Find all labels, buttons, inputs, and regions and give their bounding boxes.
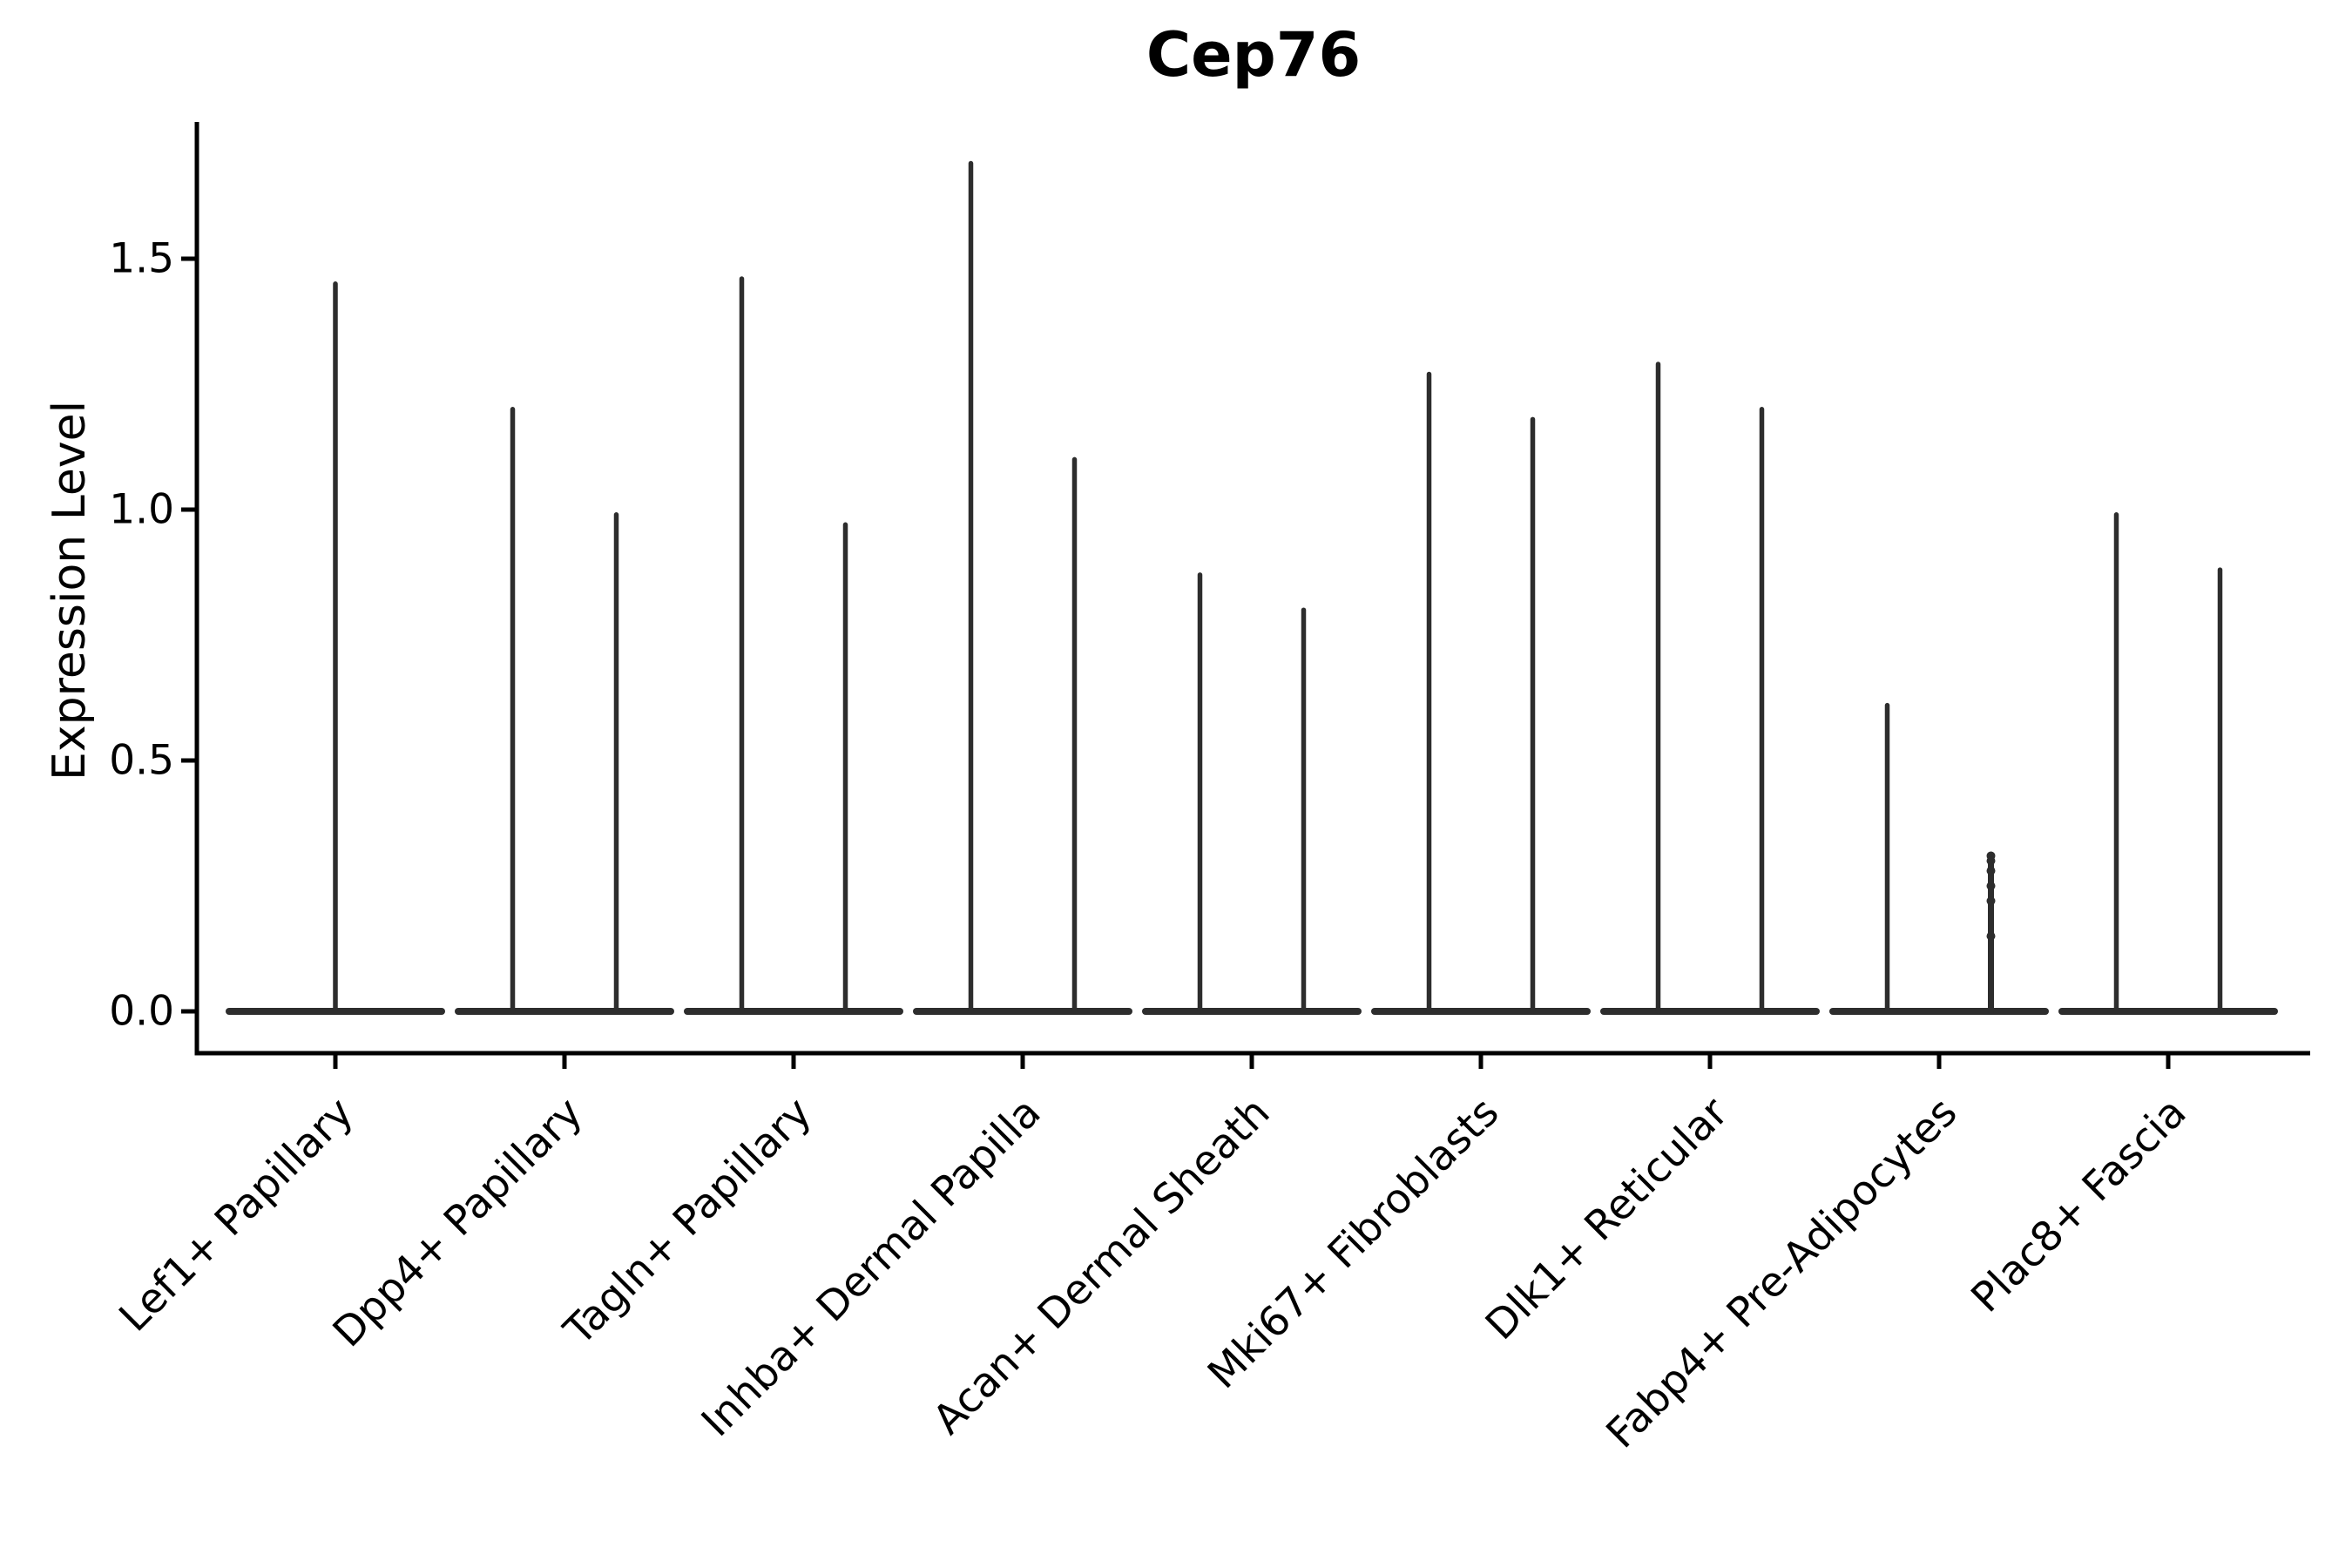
expression-point <box>1986 882 1996 890</box>
expression-point <box>1986 866 1996 875</box>
y-tick-label: 0.0 <box>109 988 174 1036</box>
x-tick-label: Lef1+ Papillary <box>111 1089 363 1342</box>
expression-point <box>1986 856 1996 866</box>
x-tick-label: Tagln+ Papillary <box>554 1089 821 1355</box>
x-tick-label: Dlk1+ Reticular <box>1477 1088 1738 1349</box>
y-tick-label: 0.5 <box>109 737 174 785</box>
expression-point <box>1986 931 1996 941</box>
y-tick-label: 1.5 <box>109 235 174 283</box>
x-tick-label: Plac8+ Fascia <box>1962 1089 2195 1322</box>
chart-title: Cep76 <box>1146 19 1362 91</box>
y-tick-label: 1.0 <box>109 486 174 534</box>
x-tick-label: Dpp4+ Papillary <box>324 1089 592 1357</box>
expression-point <box>1986 896 1996 906</box>
